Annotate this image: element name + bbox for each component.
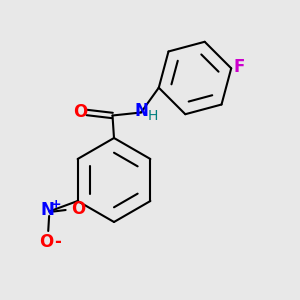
Text: +: +: [50, 198, 61, 212]
Text: O: O: [71, 200, 85, 218]
Text: F: F: [233, 58, 244, 76]
Text: O: O: [73, 103, 88, 121]
Text: -: -: [54, 233, 61, 251]
Text: N: N: [135, 102, 149, 120]
Text: H: H: [147, 109, 158, 122]
Text: N: N: [41, 201, 55, 219]
Text: O: O: [40, 233, 54, 251]
